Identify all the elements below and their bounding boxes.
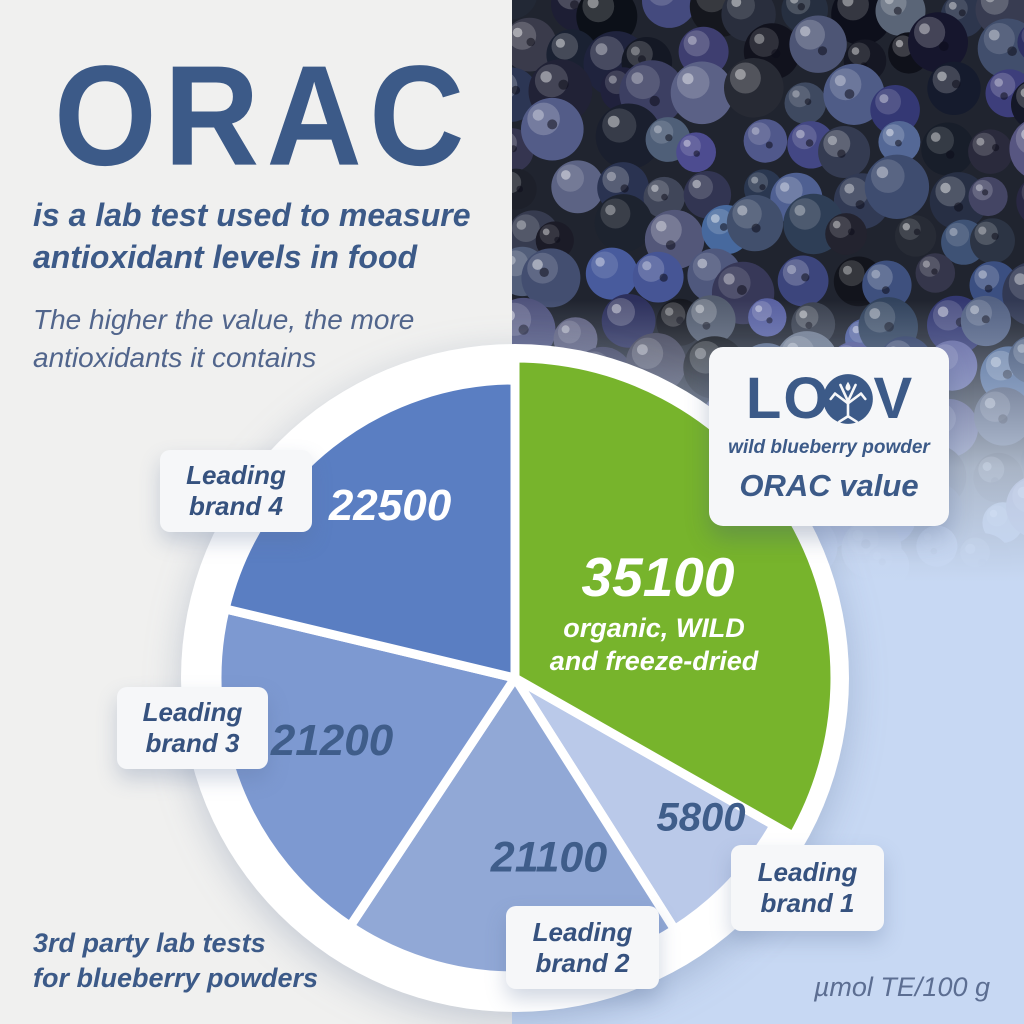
pie-slice-leading-brand-4 <box>220 375 520 683</box>
page-tagline: The higher the value, the more antioxida… <box>33 301 414 377</box>
footnote: 3rd party lab tests for blueberry powder… <box>33 926 318 996</box>
subtitle-line2: antioxidant levels in food <box>33 239 418 276</box>
label-leading-brand-3: Leading brand 3 <box>117 687 268 769</box>
loov-slice-note: organic, WILD and freeze-dried <box>550 612 759 678</box>
label-leading-brand-4-text: Leading brand 4 <box>186 460 286 521</box>
value-loov: 35100 <box>581 546 735 608</box>
page-title: ORAC <box>54 36 472 195</box>
tagline-line1: The higher the value, the more <box>33 304 415 335</box>
footnote-line1: 3rd party lab tests <box>33 928 266 958</box>
value-leading-brand-3: 21200 <box>270 716 394 765</box>
pie-slice-leading-brand-1 <box>510 673 779 935</box>
pie-slice-leading-brand-3 <box>212 604 520 931</box>
label-leading-brand-2: Leading brand 2 <box>506 906 659 989</box>
value-leading-brand-2: 21100 <box>490 833 608 882</box>
tagline-line2: antioxidants it contains <box>33 342 317 374</box>
label-leading-brand-1: Leading brand 1 <box>731 845 884 931</box>
loov-logo-letter-l: L <box>745 365 782 431</box>
footnote-line2: for blueberry powders <box>33 963 319 994</box>
loov-logo-letter-v: V <box>873 365 913 431</box>
unit-label: µmol TE/100 g <box>813 972 990 1002</box>
label-leading-brand-2-text: Leading brand 2 <box>532 916 633 978</box>
loov-brand-card: L O V wild blueberry powder <box>709 347 949 526</box>
value-leading-brand-4: 22500 <box>328 481 452 530</box>
loov-note-line2: and freeze-dried <box>549 646 759 676</box>
loov-product-name: wild blueberry powder <box>728 436 930 458</box>
value-leading-brand-1: 5800 <box>656 795 746 840</box>
loov-logo: L O V <box>745 365 913 431</box>
subtitle-line1: is a lab test used to measure <box>33 197 471 233</box>
loov-card-title: ORAC value <box>739 467 919 503</box>
loov-logo-letter-o: O <box>783 365 829 431</box>
label-leading-brand-3-text: Leading brand 3 <box>142 697 243 758</box>
loov-note-line1: organic, WILD <box>563 613 745 644</box>
loov-logo-tree-icon <box>823 373 874 424</box>
label-leading-brand-4: Leading brand 4 <box>160 450 312 532</box>
label-leading-brand-1-text: Leading brand 1 <box>757 857 858 918</box>
page-subtitle: is a lab test used to measure antioxidan… <box>33 194 471 278</box>
